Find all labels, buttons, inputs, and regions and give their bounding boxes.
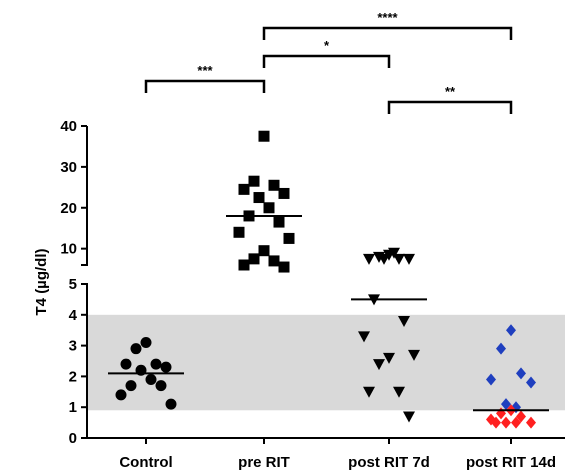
data-point xyxy=(393,386,405,398)
significance-bracket xyxy=(387,100,513,114)
data-point xyxy=(115,389,127,401)
data-point xyxy=(273,216,285,228)
category-label: Control xyxy=(119,454,172,471)
y-tick-label: 4 xyxy=(69,307,78,324)
data-points xyxy=(115,130,536,429)
y-tick-label: 2 xyxy=(69,368,77,385)
data-point xyxy=(238,183,250,195)
data-point-blue xyxy=(526,376,536,389)
category-label: pre RIT xyxy=(238,454,290,471)
data-point xyxy=(233,226,245,238)
data-point xyxy=(150,358,162,370)
data-point-red xyxy=(526,416,536,429)
y-tick-label: 20 xyxy=(60,200,77,217)
data-point-blue xyxy=(501,398,511,411)
data-point xyxy=(130,343,142,355)
data-point xyxy=(268,179,280,191)
y-tick-label: 10 xyxy=(60,241,77,258)
data-point-blue xyxy=(496,342,506,355)
data-point xyxy=(258,130,270,142)
data-point xyxy=(408,349,420,361)
category-label: post RIT 14d xyxy=(466,454,556,471)
data-point xyxy=(373,359,385,371)
data-point xyxy=(248,253,260,265)
data-point xyxy=(278,261,290,273)
data-point xyxy=(268,255,280,267)
significance-bracket xyxy=(262,26,513,40)
data-point xyxy=(403,253,415,265)
data-point-blue xyxy=(486,373,496,386)
data-point-blue xyxy=(516,367,526,380)
data-point-red xyxy=(511,416,521,429)
significance-bracket xyxy=(262,54,391,68)
y-axis-label: T4 (µg/dl) xyxy=(33,249,50,316)
data-point xyxy=(125,380,137,392)
significance-label: *** xyxy=(197,63,213,78)
data-point xyxy=(278,187,290,199)
data-point xyxy=(403,411,415,423)
y-axis: 0 1 2 3 4 5 10 20 30 40 xyxy=(60,118,565,447)
data-point xyxy=(383,352,395,364)
y-tick-label: 30 xyxy=(60,159,77,176)
significance-label: * xyxy=(324,38,330,53)
data-point xyxy=(120,358,132,370)
data-point xyxy=(145,373,157,385)
data-point xyxy=(283,232,295,244)
data-point xyxy=(160,361,172,373)
x-axis-labels: Control pre RIT post RIT 7d post RIT 14d xyxy=(119,438,556,471)
y-tick-label: 5 xyxy=(69,276,77,293)
data-point-blue xyxy=(506,324,516,337)
y-tick-label: 40 xyxy=(60,118,77,135)
significance-brackets: ********** xyxy=(144,10,513,114)
data-point xyxy=(253,192,265,204)
significance-label: **** xyxy=(377,10,398,25)
data-point xyxy=(378,253,390,265)
data-point xyxy=(363,386,375,398)
data-point xyxy=(258,245,270,257)
y-tick-label: 3 xyxy=(69,338,77,355)
data-point xyxy=(165,398,177,410)
significance-bracket xyxy=(144,79,266,93)
data-point xyxy=(140,337,152,349)
data-point-red xyxy=(516,410,526,423)
data-point-red xyxy=(501,416,511,429)
significance-label: ** xyxy=(445,84,456,99)
data-point xyxy=(388,247,400,259)
data-point xyxy=(393,253,405,265)
data-point xyxy=(155,380,167,392)
data-point xyxy=(358,331,370,343)
median-lines xyxy=(108,214,549,412)
category-label: post RIT 7d xyxy=(348,454,430,471)
data-point xyxy=(363,253,375,265)
y-tick-label: 0 xyxy=(69,430,77,447)
data-point-red xyxy=(491,416,501,429)
data-point xyxy=(248,175,260,187)
data-point xyxy=(398,315,410,327)
data-point xyxy=(263,202,275,214)
y-tick-label: 1 xyxy=(69,399,77,416)
data-point xyxy=(238,259,250,271)
